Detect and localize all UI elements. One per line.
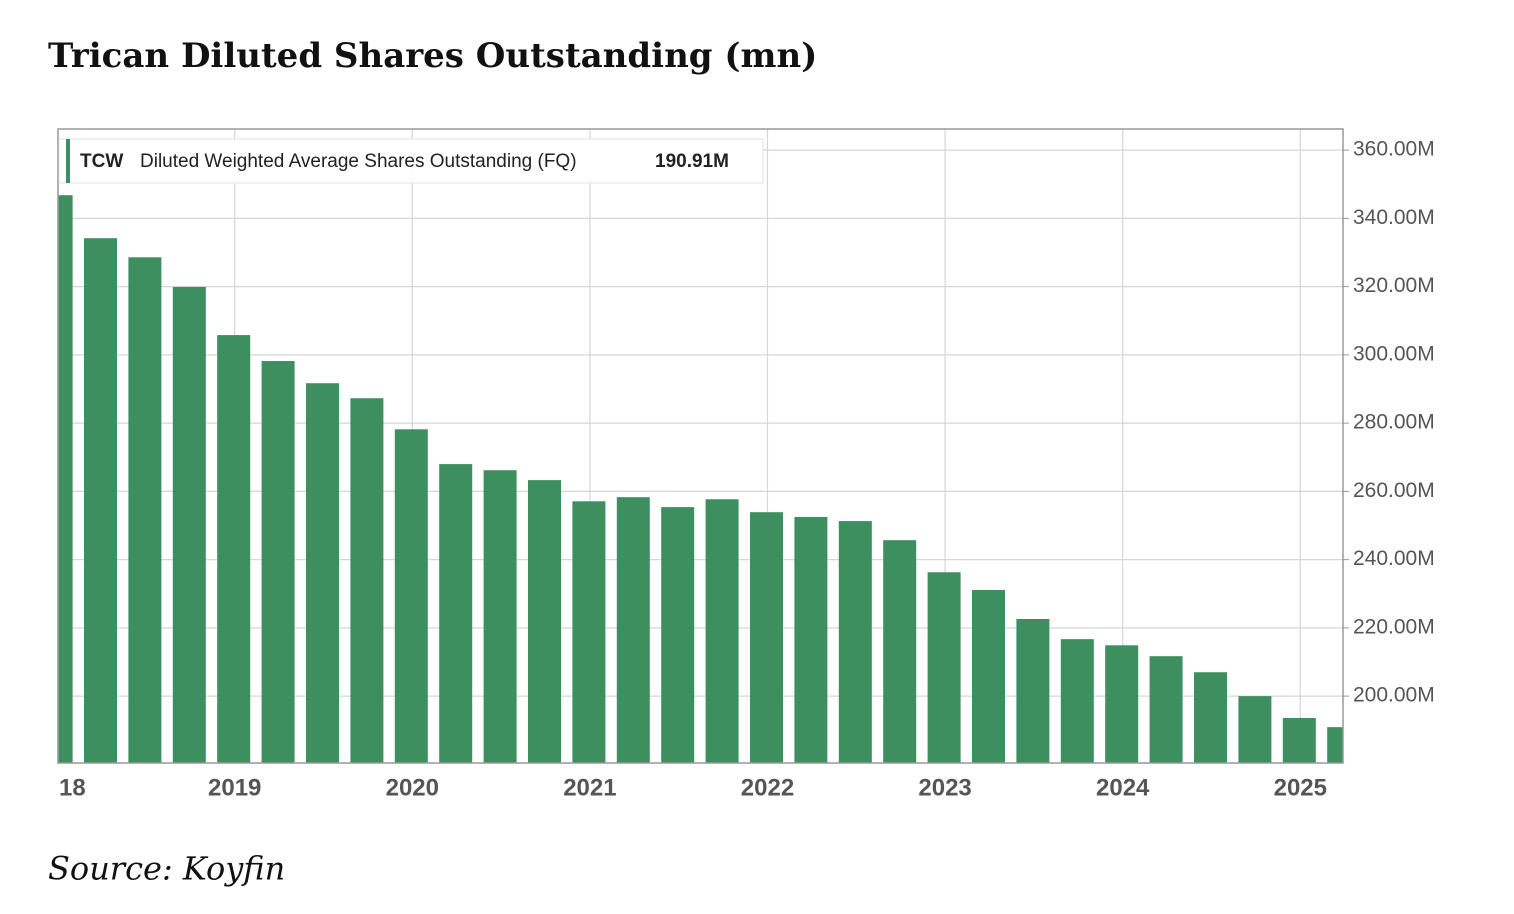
bar <box>1238 696 1272 763</box>
x-tick-label: 2020 <box>386 774 439 801</box>
plot-frame <box>57 128 1344 764</box>
legend-box <box>58 138 764 184</box>
x-tick-label: 2025 <box>1274 774 1327 801</box>
bar <box>84 238 117 763</box>
legend-value: 190.91M <box>655 151 729 172</box>
bar <box>927 572 961 763</box>
bar <box>883 540 917 763</box>
x-tick-label: 2019 <box>208 774 261 801</box>
x-tick-label: 18 <box>59 774 86 801</box>
y-tick-label: 340.00M <box>1353 206 1435 229</box>
bar <box>1149 656 1183 763</box>
bar <box>261 361 295 763</box>
x-tick-label: 2021 <box>563 774 616 801</box>
y-tick-label: 320.00M <box>1353 274 1435 297</box>
bar <box>794 516 828 763</box>
bar <box>572 501 606 763</box>
bar <box>705 499 739 763</box>
bar <box>972 589 1005 763</box>
bar <box>528 480 561 763</box>
bar <box>439 464 473 763</box>
bar <box>1016 619 1050 763</box>
bar <box>306 383 339 763</box>
bar <box>838 521 872 763</box>
bar <box>1327 727 1343 763</box>
y-tick-label: 200.00M <box>1353 684 1435 707</box>
y-tick-label: 240.00M <box>1353 547 1435 570</box>
bar <box>1105 645 1139 763</box>
x-tick-label: 2022 <box>741 774 794 801</box>
bar <box>1194 672 1227 763</box>
bars <box>58 195 1343 763</box>
bar <box>58 195 73 763</box>
chart-title: Trican Diluted Shares Outstanding (mn) <box>48 36 817 76</box>
bar <box>172 286 206 763</box>
y-tick-label: 220.00M <box>1353 615 1435 638</box>
bar <box>217 335 251 763</box>
legend-series-name: Diluted Weighted Average Shares Outstand… <box>140 151 577 172</box>
y-tick-label: 260.00M <box>1353 479 1435 502</box>
bar <box>661 507 695 763</box>
bar <box>1282 717 1316 763</box>
bar <box>128 257 162 763</box>
x-tick-label: 2023 <box>918 774 971 801</box>
bar <box>350 398 384 763</box>
bar <box>394 429 428 763</box>
y-tick-label: 280.00M <box>1353 411 1435 434</box>
source-note: Source: Koyfin <box>48 850 285 888</box>
legend: TCW Diluted Weighted Average Shares Outs… <box>58 138 764 184</box>
bar <box>1060 639 1094 763</box>
y-tick-label: 360.00M <box>1353 138 1435 161</box>
x-tick-label: 2024 <box>1096 774 1150 801</box>
y-tick-label: 300.00M <box>1353 342 1435 365</box>
legend-ticker: TCW <box>80 151 123 172</box>
legend-swatch <box>66 139 70 183</box>
bar <box>750 512 783 763</box>
bar <box>616 497 650 763</box>
bar <box>483 470 517 763</box>
